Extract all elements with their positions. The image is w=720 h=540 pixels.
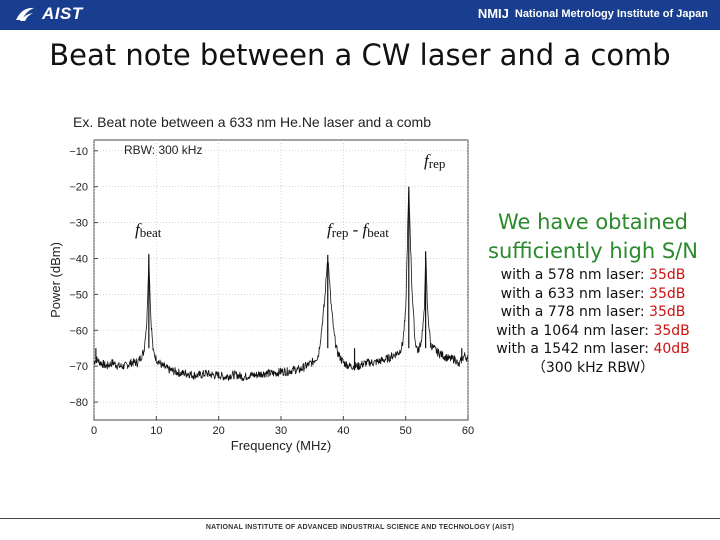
x-tick-label: 40 xyxy=(337,425,349,437)
aist-swoosh-icon xyxy=(16,7,34,21)
y-tick-label: −10 xyxy=(69,146,88,158)
sn-claim: We have obtained sufficiently high S/N xyxy=(478,208,708,266)
annotation-f-beat: fbeat xyxy=(135,220,162,240)
nmij-mark: NMIJ xyxy=(477,6,509,21)
result-value: 35dB xyxy=(649,267,686,283)
rbw-inset-label: RBW: 300 kHz xyxy=(124,143,202,157)
y-tick-label: −30 xyxy=(69,218,88,230)
result-value: 35dB xyxy=(649,304,686,320)
y-tick-label: −60 xyxy=(69,325,88,337)
result-row: with a 633 nm laser: 35dB xyxy=(500,285,686,302)
nmij-logo: NMIJ National Metrology Institute of Jap… xyxy=(478,6,708,21)
x-axis-label: Frequency (MHz) xyxy=(231,438,331,453)
y-tick-label: −50 xyxy=(69,289,88,301)
result-row: with a 778 nm laser: 35dB xyxy=(500,304,686,320)
footer-text: NATIONAL INSTITUTE OF ADVANCED INDUSTRIA… xyxy=(205,524,515,531)
result-row: with a 578 nm laser: 35dB xyxy=(500,267,686,283)
aist-logo-text: AIST xyxy=(42,4,83,23)
y-axis-label: Power (dBm) xyxy=(48,242,63,318)
x-tick-label: 60 xyxy=(462,425,474,437)
x-tick-label: 10 xyxy=(150,425,162,437)
x-tick-label: 20 xyxy=(213,425,225,437)
result-value: 35dB xyxy=(653,322,690,339)
result-row: with a 1064 nm laser: 35dB xyxy=(496,322,690,339)
annotation-f-rep-minus-f-beat: frep - fbeat xyxy=(327,220,389,240)
y-tick-label: −20 xyxy=(69,182,88,194)
aist-logo: AIST xyxy=(14,4,83,24)
result-value: 40dB xyxy=(653,341,690,357)
y-tick-label: −80 xyxy=(69,397,88,409)
annotation-f-rep: frep xyxy=(424,151,446,171)
result-row: with a 1542 nm laser: 40dB xyxy=(496,341,690,357)
beat-note-spectrum-chart: 0 10 20 30 40 50 60 −10 −20 −30 −40 −50 −60 −70 −80 Fre… xyxy=(48,139,474,453)
nmij-institute-name: National Metrology Institute of Japan xyxy=(514,7,708,20)
spectrum-trace xyxy=(93,189,469,382)
rbw-note: （300 kHz RBW） xyxy=(531,359,655,376)
result-value: 35dB xyxy=(649,285,686,302)
header-bar: AIST NMIJ National Metrology Institute o… xyxy=(0,0,720,30)
footer-divider xyxy=(0,518,720,519)
sn-claim-line-2: sufficiently high S/N xyxy=(488,239,698,263)
sn-results-list: with a 578 nm laser: 35dB with a 633 nm … xyxy=(468,266,718,377)
x-tick-label: 30 xyxy=(275,425,287,437)
sn-claim-line-1: We have obtained xyxy=(497,210,688,234)
page-title: Beat note between a CW laser and a comb xyxy=(49,38,671,72)
x-tick-label: 50 xyxy=(400,425,412,437)
x-tick-label: 0 xyxy=(91,425,97,437)
chart-caption: Ex. Beat note between a 633 nm He.Ne las… xyxy=(73,114,431,130)
y-tick-label: −70 xyxy=(69,361,88,373)
y-tick-label: −40 xyxy=(69,253,88,265)
